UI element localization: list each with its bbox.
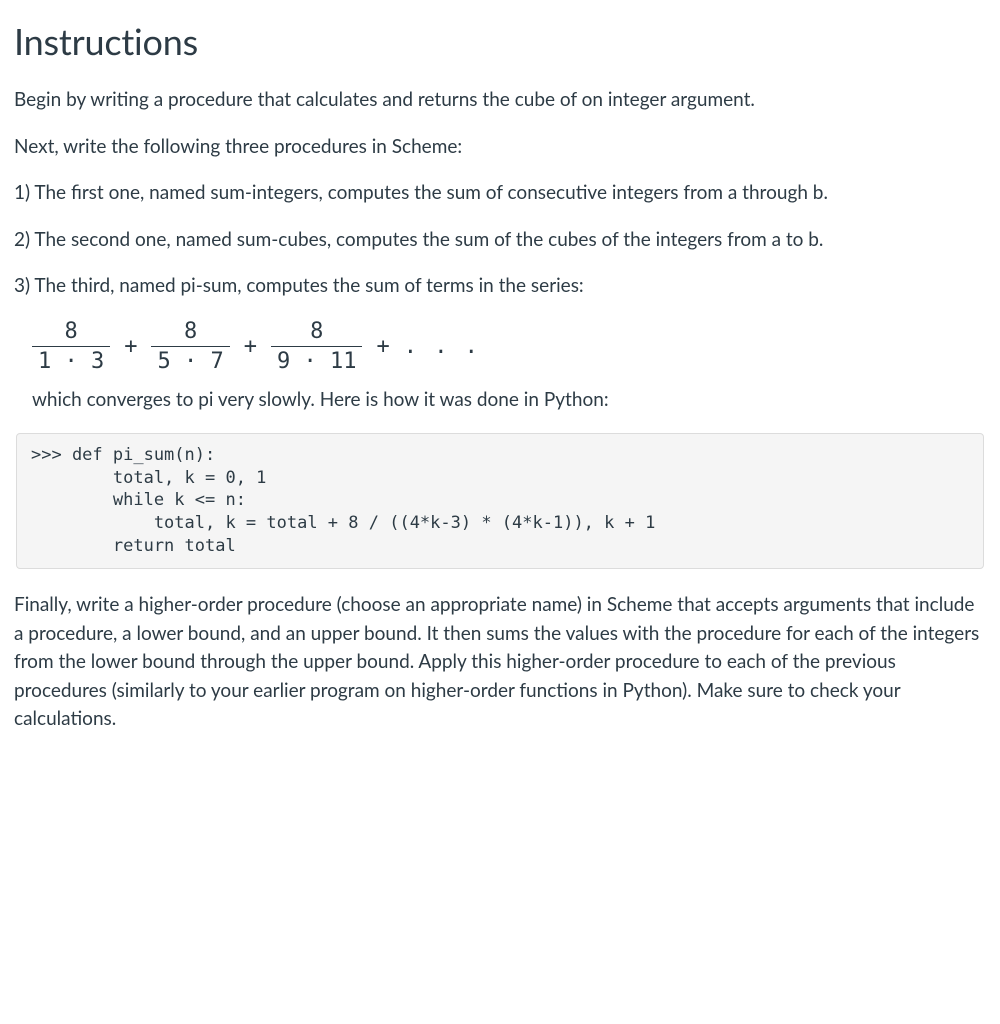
paragraph-item-1: 1) The first one, named sum-integers, co… xyxy=(14,179,986,208)
series-block: 8 1 · 3 + 8 5 · 7 + 8 9 · 11 + . . . whi… xyxy=(14,319,986,415)
paragraph-intro: Begin by writing a procedure that calcul… xyxy=(14,86,986,115)
fraction-2-num: 8 xyxy=(182,319,199,346)
paragraph-lead: Next, write the following three procedur… xyxy=(14,133,986,162)
fraction-2: 8 5 · 7 xyxy=(151,319,229,375)
fraction-2-den: 5 · 7 xyxy=(151,346,229,374)
code-block-python: >>> def pi_sum(n): total, k = 0, 1 while… xyxy=(16,433,984,570)
plus-2: + xyxy=(244,330,257,363)
fraction-3-den: 9 · 11 xyxy=(271,346,362,374)
math-series: 8 1 · 3 + 8 5 · 7 + 8 9 · 11 + . . . xyxy=(32,319,986,375)
fraction-3: 8 9 · 11 xyxy=(271,319,362,375)
ellipsis: . . . xyxy=(404,330,480,363)
fraction-1: 8 1 · 3 xyxy=(32,319,110,375)
series-caption: which converges to pi very slowly. Here … xyxy=(32,386,986,415)
fraction-1-num: 8 xyxy=(62,319,79,346)
paragraph-item-2: 2) The second one, named sum-cubes, comp… xyxy=(14,226,986,255)
paragraph-final: Finally, write a higher-order procedure … xyxy=(14,591,986,734)
paragraph-item-3: 3) The third, named pi-sum, computes the… xyxy=(14,272,986,301)
page-title: Instructions xyxy=(14,14,986,68)
plus-1: + xyxy=(124,330,137,363)
fraction-1-den: 1 · 3 xyxy=(32,346,110,374)
plus-3: + xyxy=(376,330,389,363)
fraction-3-num: 8 xyxy=(308,319,325,346)
